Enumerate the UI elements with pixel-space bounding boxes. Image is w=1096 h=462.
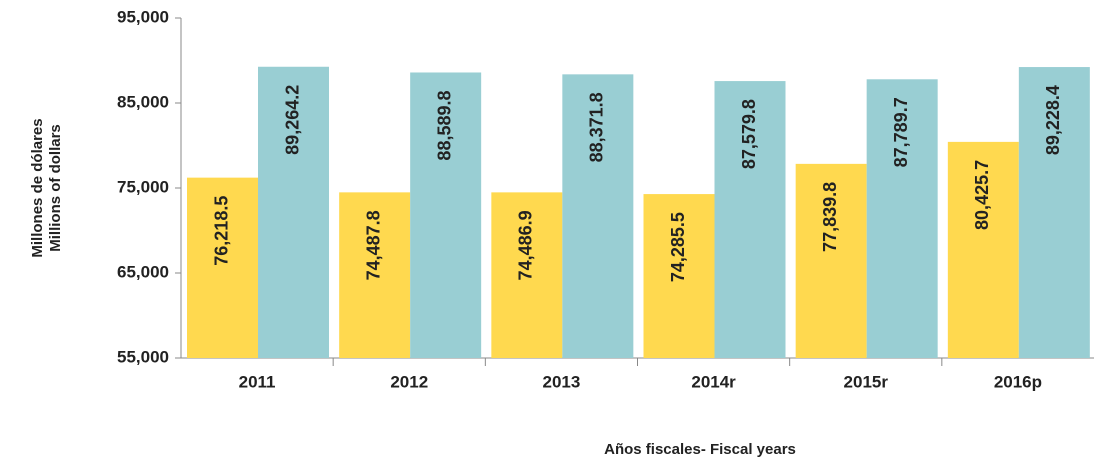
bar bbox=[339, 192, 411, 358]
value-label: 89,264.2 bbox=[282, 85, 302, 155]
value-label: 87,789.7 bbox=[891, 97, 911, 167]
value-label: 77,839.8 bbox=[820, 182, 840, 252]
value-label: 89,228.4 bbox=[1043, 85, 1063, 155]
bar bbox=[258, 66, 329, 358]
value-label: 76,218.5 bbox=[211, 196, 231, 266]
x-tick-label: 2016p bbox=[994, 372, 1042, 391]
value-label: 74,486.9 bbox=[516, 210, 536, 280]
bar bbox=[187, 177, 258, 358]
bar bbox=[491, 192, 563, 358]
y-tick-label: 95,000 bbox=[117, 7, 169, 26]
x-tick-label: 2015r bbox=[844, 372, 889, 391]
y-tick-label: 85,000 bbox=[117, 92, 169, 111]
value-label: 87,579.8 bbox=[739, 99, 759, 169]
bar bbox=[795, 163, 867, 358]
y-tick-label: 55,000 bbox=[117, 347, 169, 366]
bar bbox=[643, 194, 715, 358]
x-tick-label: 2011 bbox=[239, 372, 276, 391]
bar bbox=[410, 72, 482, 359]
value-label: 80,425.7 bbox=[972, 160, 992, 230]
value-label: 74,487.8 bbox=[363, 210, 383, 280]
x-axis-title: Años fiscales- Fiscal years bbox=[604, 441, 796, 458]
value-label: 88,371.8 bbox=[587, 92, 607, 162]
bar bbox=[714, 81, 786, 358]
bar bbox=[562, 74, 634, 359]
y-tick-label: 65,000 bbox=[117, 262, 169, 281]
y-tick-label: 75,000 bbox=[117, 177, 169, 196]
y-axis-title: Millones de dólares bbox=[29, 118, 46, 257]
y-axis-title: Millions of dollars bbox=[47, 124, 64, 252]
x-tick-label: 2013 bbox=[543, 372, 581, 391]
bar bbox=[1018, 67, 1090, 359]
x-tick-label: 2014r bbox=[691, 372, 736, 391]
value-label: 74,285.5 bbox=[668, 212, 688, 282]
bar bbox=[866, 79, 938, 359]
bar bbox=[947, 141, 1019, 358]
x-tick-label: 2012 bbox=[390, 372, 428, 391]
value-label: 88,589.8 bbox=[434, 90, 454, 160]
